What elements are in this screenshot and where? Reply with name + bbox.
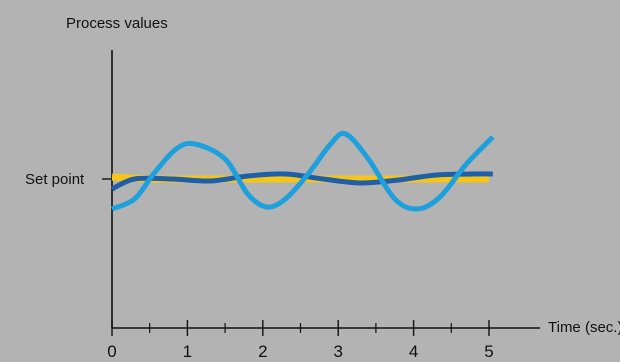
axes (102, 50, 540, 336)
x-tick-label: 4 (409, 342, 418, 361)
x-tick-label: 0 (107, 342, 116, 361)
x-tick-label: 2 (258, 342, 267, 361)
x-tick-label: 3 (333, 342, 342, 361)
x-tick-label: 1 (183, 342, 192, 361)
x-tick-labels: 0 1 2 3 4 5 (107, 342, 493, 361)
x-axis-label: Time (sec.) (548, 319, 620, 336)
series-line-3 (110, 130, 495, 212)
series-layer (110, 130, 495, 212)
x-tick-label: 5 (484, 342, 493, 361)
set-point-label: Set point (25, 171, 85, 188)
y-axis-label: Process values (66, 15, 168, 32)
